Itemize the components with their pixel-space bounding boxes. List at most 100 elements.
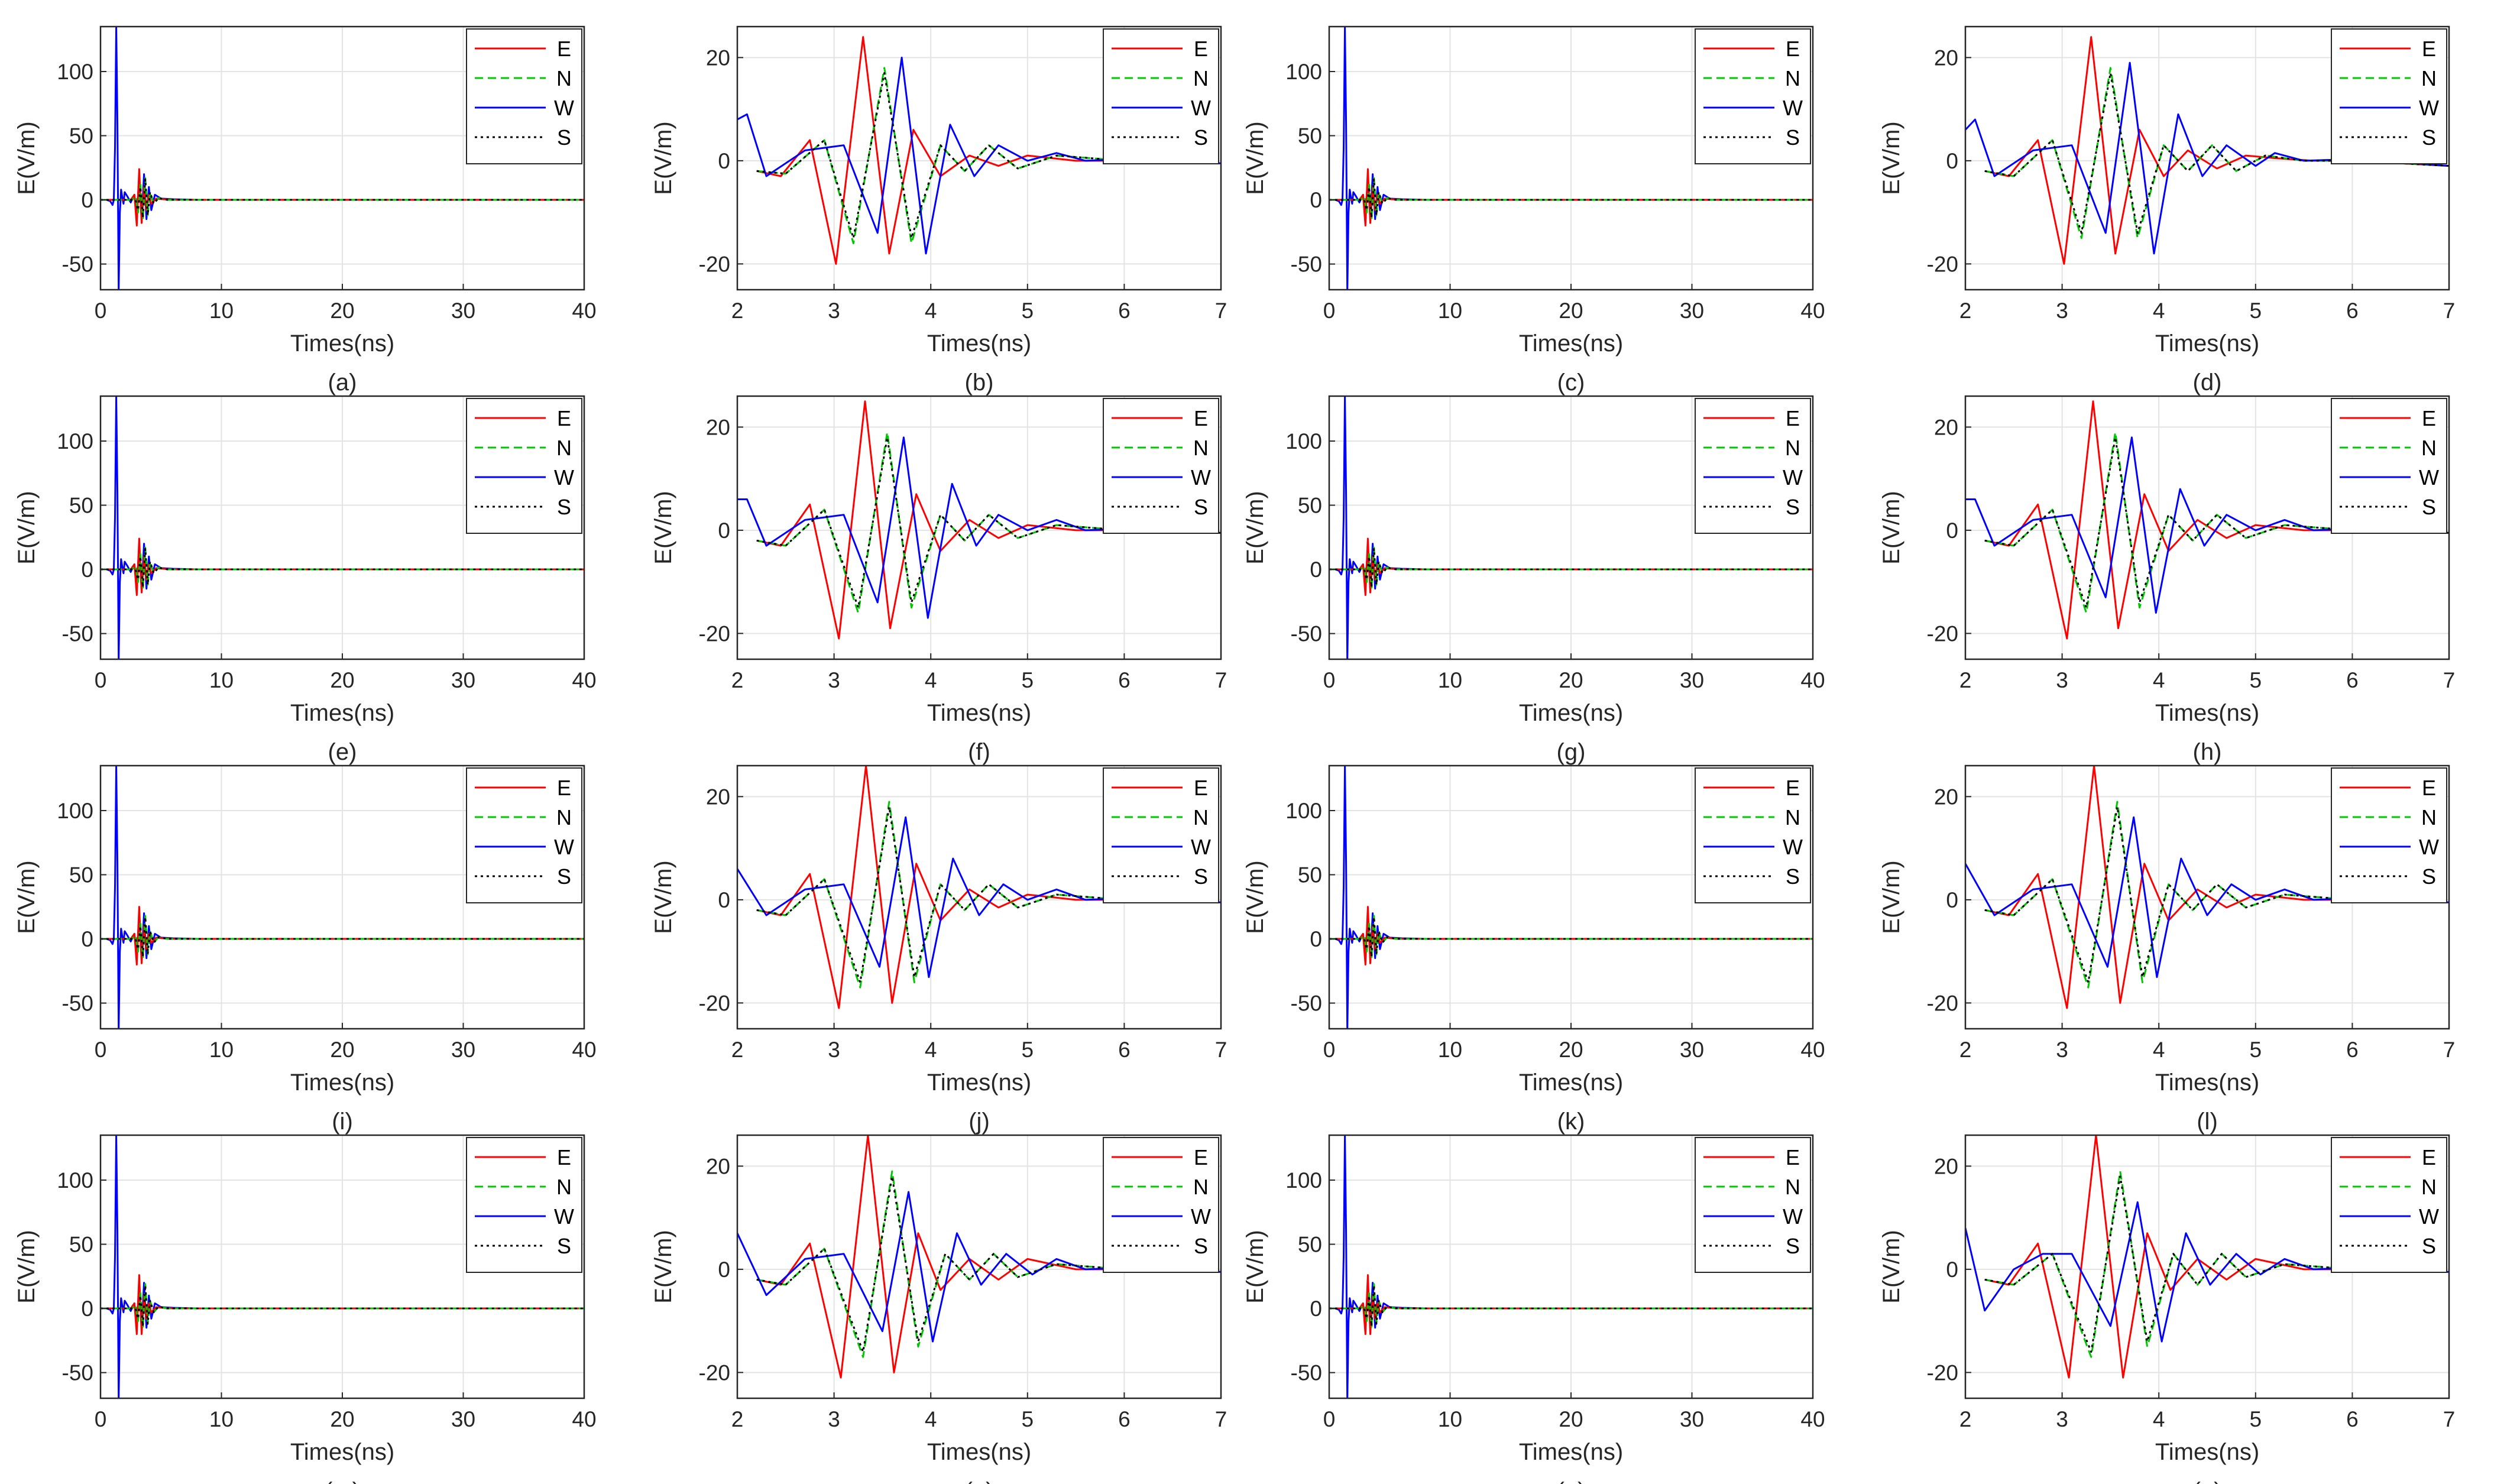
y-tick-label: -20 (1927, 1360, 1958, 1385)
legend-box (1695, 398, 1811, 534)
legend-label-E: E (2422, 37, 2436, 61)
x-tick-label: 4 (2153, 299, 2165, 323)
legend-label-E: E (1194, 776, 1208, 800)
axes-frame-l (1964, 764, 2450, 1030)
series-line-W-b (737, 56, 1221, 255)
x-axis-label: Times(ns) (2155, 331, 2259, 357)
legend-label-S: S (1194, 1234, 1208, 1258)
x-tick-label: 5 (1022, 299, 1034, 323)
x-tick-label: 20 (1559, 1038, 1583, 1062)
legend-label-N: N (1785, 805, 1800, 830)
y-tick-label: -50 (1291, 252, 1322, 277)
y-tick-label: 0 (718, 519, 730, 543)
axes-frame-d (1964, 25, 2450, 291)
x-tick-label: 30 (451, 668, 475, 692)
x-axis-label: Times(ns) (1519, 1439, 1623, 1465)
y-tick-label: -50 (62, 252, 93, 277)
x-tick-label: 30 (451, 1038, 475, 1062)
legend-label-E: E (1194, 37, 1208, 61)
y-tick-label: 0 (1310, 188, 1322, 212)
series-group-j (737, 766, 1221, 1009)
y-tick-label: 100 (57, 799, 93, 823)
y-tick-label: -20 (1927, 252, 1958, 276)
y-tick-label: 100 (1285, 799, 1322, 823)
x-tick-label: 6 (2346, 299, 2359, 323)
series-group-f (737, 400, 1221, 640)
x-tick-label: 4 (2153, 668, 2165, 692)
x-tick-label: 30 (1680, 1407, 1704, 1431)
y-tick-label: 20 (1934, 415, 1958, 439)
series-line-N-f (756, 431, 1221, 614)
x-tick-label: 3 (2056, 299, 2068, 323)
legend-box (1695, 767, 1811, 903)
y-tick-label: -50 (62, 992, 93, 1016)
y-tick-label: 0 (1310, 927, 1322, 951)
y-tick-label: 50 (1298, 1233, 1322, 1257)
x-tick-label: 7 (2443, 1407, 2456, 1431)
x-tick-label: 5 (2250, 1038, 2262, 1062)
x-tick-label: 2 (731, 299, 744, 323)
y-tick-label: 100 (1285, 429, 1322, 453)
y-axis-label: E(V/m) (1878, 860, 1904, 934)
x-tick-label: 7 (1215, 668, 1227, 692)
x-tick-label: 20 (330, 299, 354, 323)
legend-label-S: S (1786, 125, 1800, 150)
x-tick-label: 10 (1438, 299, 1462, 323)
legend-label-S: S (2422, 495, 2436, 519)
x-axis-label: Times(ns) (927, 331, 1031, 357)
legend-label-S: S (2422, 864, 2436, 889)
x-tick-label: 7 (2443, 668, 2456, 692)
series-line-N-o (1329, 1283, 1813, 1329)
x-tick-label: 7 (1215, 1407, 1227, 1431)
x-tick-label: 40 (1800, 299, 1825, 323)
series-group-m (101, 1135, 584, 1398)
legend-label-W: W (554, 96, 574, 120)
legend-label-S: S (2422, 1234, 2436, 1258)
y-axis-label: E(V/m) (14, 121, 40, 195)
series-group-i (101, 766, 584, 1029)
legend-label-W: W (2419, 835, 2439, 859)
y-tick-label: 100 (57, 60, 93, 84)
x-tick-label: 7 (2443, 299, 2456, 323)
series-line-E-i (101, 906, 584, 965)
legend-label-N: N (1785, 1175, 1800, 1199)
series-line-S-b (756, 72, 1221, 239)
x-tick-label: 20 (1559, 1407, 1583, 1431)
axes-frame-h (1964, 395, 2450, 660)
x-tick-label: 40 (1800, 1407, 1825, 1431)
panel-caption: (c) (1557, 370, 1585, 396)
x-tick-label: 40 (572, 299, 596, 323)
x-axis-label: Times(ns) (2155, 700, 2259, 726)
legend-label-S: S (1786, 1234, 1800, 1258)
x-axis-label: Times(ns) (927, 1070, 1031, 1096)
series-line-E-b (756, 36, 1221, 265)
y-tick-label: 0 (81, 558, 93, 582)
y-tick-label: 20 (1934, 785, 1958, 809)
x-tick-label: 40 (572, 1038, 596, 1062)
x-tick-label: 5 (2250, 1407, 2262, 1431)
series-line-E-n (756, 1135, 1221, 1379)
axes-frame-n (736, 1134, 1222, 1399)
x-axis-label: Times(ns) (2155, 1439, 2259, 1465)
y-axis-label: E(V/m) (1242, 1230, 1268, 1303)
legend-label-S: S (1786, 495, 1800, 519)
x-tick-label: 4 (2153, 1407, 2165, 1431)
legend-label-S: S (1194, 864, 1208, 889)
legend-label-N: N (2421, 436, 2437, 460)
y-tick-label: 20 (1934, 46, 1958, 70)
axes-frame-p (1964, 1134, 2450, 1399)
y-tick-label: 50 (69, 863, 93, 887)
x-tick-label: 3 (828, 1407, 840, 1431)
x-tick-label: 4 (925, 668, 937, 692)
panel-caption: (p) (2193, 1478, 2222, 1484)
